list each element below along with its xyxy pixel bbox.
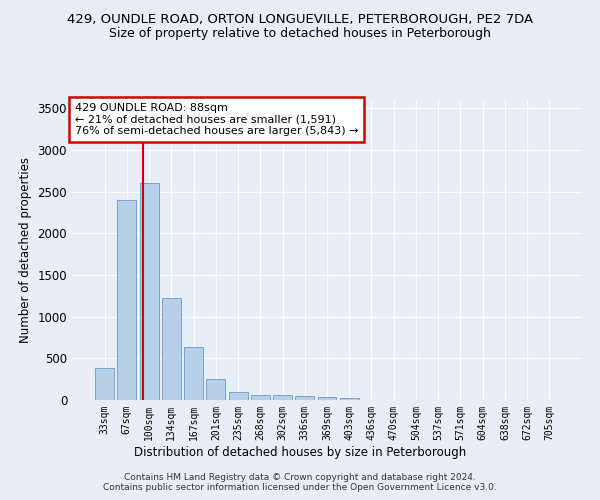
Text: Contains HM Land Registry data © Crown copyright and database right 2024.
Contai: Contains HM Land Registry data © Crown c… (103, 473, 497, 492)
Bar (273, 396, 292, 400)
Text: Size of property relative to detached houses in Peterborough: Size of property relative to detached ho… (109, 28, 491, 40)
Bar (295, 396, 314, 400)
Bar (317, 397, 337, 400)
Bar (340, 398, 359, 400)
Bar (251, 395, 270, 400)
Bar (118, 200, 136, 400)
Text: 429 OUNDLE ROAD: 88sqm
← 21% of detached houses are smaller (1,591)
76% of semi-: 429 OUNDLE ROAD: 88sqm ← 21% of detached… (74, 103, 358, 136)
Bar (140, 184, 158, 400)
Bar (184, 346, 203, 400)
Text: 429, OUNDLE ROAD, ORTON LONGUEVILLE, PETERBOROUGH, PE2 7DA: 429, OUNDLE ROAD, ORTON LONGUEVILLE, PET… (67, 12, 533, 26)
Bar (229, 392, 248, 400)
Text: Distribution of detached houses by size in Peterborough: Distribution of detached houses by size … (134, 446, 466, 459)
Bar (95, 368, 114, 400)
Bar (206, 379, 225, 400)
Bar (162, 298, 181, 400)
Y-axis label: Number of detached properties: Number of detached properties (19, 157, 32, 343)
